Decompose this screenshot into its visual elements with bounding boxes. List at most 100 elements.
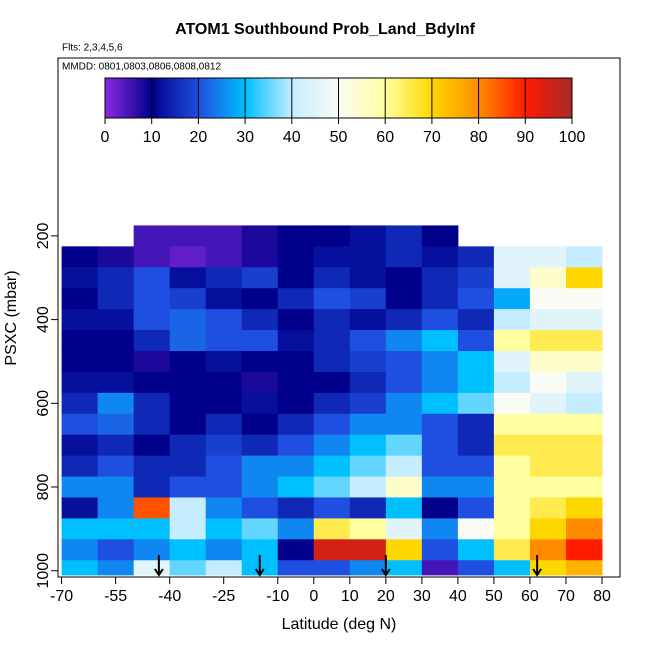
heat-cell <box>169 371 207 394</box>
heat-cell <box>313 288 351 310</box>
heat-cell <box>385 371 423 394</box>
heat-cell <box>169 267 207 289</box>
heat-cell <box>313 476 351 498</box>
heat-cell <box>241 288 279 310</box>
heat-cell <box>241 413 279 436</box>
heat-cell <box>133 246 171 268</box>
colorbar-tick-label: 90 <box>516 129 534 146</box>
heat-cell <box>385 309 423 331</box>
heat-cell <box>421 434 459 457</box>
heat-cell <box>241 330 279 352</box>
y-tick-label: 1000 <box>35 553 52 589</box>
heat-cell <box>241 350 279 373</box>
heat-cell <box>529 267 567 289</box>
heat-cell <box>97 392 135 415</box>
heat-cell <box>385 476 423 498</box>
heat-cell <box>421 455 459 478</box>
heat-cell <box>277 413 315 436</box>
heat-cell <box>205 413 243 436</box>
heat-cell <box>277 539 315 561</box>
heat-cell <box>313 392 351 415</box>
colorbar-tick-label: 0 <box>101 129 110 146</box>
colorbar-segment <box>385 78 433 118</box>
heat-cell <box>385 497 423 519</box>
heat-cell <box>205 476 243 498</box>
heat-cell <box>313 455 351 478</box>
heat-cell <box>457 267 495 289</box>
heat-cell <box>133 267 171 289</box>
heat-cell <box>61 497 99 519</box>
heat-cell <box>61 392 99 415</box>
heat-cell <box>493 371 531 394</box>
colorbar-tick-label: 20 <box>190 129 208 146</box>
heat-cell <box>349 246 387 268</box>
colorbar-tick-label: 100 <box>559 129 586 146</box>
heat-cell <box>133 225 171 247</box>
heat-cell <box>133 413 171 436</box>
heat-cell <box>169 288 207 310</box>
heat-cell <box>241 455 279 478</box>
heat-cell <box>565 413 603 436</box>
heat-cell <box>349 267 387 289</box>
heat-cell <box>97 497 135 519</box>
heat-cell <box>169 246 207 268</box>
heat-cell <box>457 476 495 498</box>
heat-cell <box>565 350 603 373</box>
heat-cell <box>493 246 531 268</box>
heat-cell <box>205 288 243 310</box>
heat-cell <box>133 455 171 478</box>
heat-cell <box>421 392 459 415</box>
heat-cell <box>133 309 171 331</box>
colorbar-tick-label: 40 <box>283 129 301 146</box>
heat-cell <box>565 434 603 457</box>
heat-cell <box>277 330 315 352</box>
heat-cell <box>565 267 603 289</box>
heat-cell <box>421 497 459 519</box>
heat-cell <box>493 539 531 561</box>
heat-cell <box>241 497 279 519</box>
chart-title: ATOM1 Southbound Prob_Land_BdyInf <box>175 21 476 38</box>
heat-cell <box>169 476 207 498</box>
colorbar-segment <box>338 78 386 118</box>
heat-cell <box>457 350 495 373</box>
heat-cell <box>205 539 243 561</box>
arrow-marker <box>381 555 391 577</box>
heat-cell <box>349 518 387 540</box>
heat-cell <box>61 476 99 498</box>
heat-cell <box>61 413 99 436</box>
heat-cell <box>97 246 135 268</box>
x-tick-label: -55 <box>104 588 127 605</box>
heat-cell <box>349 288 387 310</box>
heat-cell <box>457 413 495 436</box>
heat-cell <box>457 497 495 519</box>
plot-frame <box>57 57 621 578</box>
heat-cell <box>277 371 315 394</box>
heat-cell <box>169 434 207 457</box>
heat-cell <box>385 455 423 478</box>
colorbar-tick-label: 70 <box>423 129 441 146</box>
heat-cell <box>61 455 99 478</box>
heat-cell <box>493 330 531 352</box>
colorbar-segment <box>525 78 573 118</box>
heat-cell <box>529 350 567 373</box>
heat-cell <box>313 371 351 394</box>
heat-cell <box>421 476 459 498</box>
heat-cell <box>133 434 171 457</box>
heat-cell <box>457 288 495 310</box>
heat-cell <box>529 476 567 498</box>
heat-cell <box>565 497 603 519</box>
heat-cell <box>205 434 243 457</box>
heat-cell <box>241 476 279 498</box>
heat-cell <box>385 413 423 436</box>
x-tick-label: 30 <box>413 588 431 605</box>
heat-cell <box>565 560 603 576</box>
heat-cell <box>277 455 315 478</box>
subtitle: Flts: 2,3,4,5,6 <box>62 43 123 54</box>
heat-cell <box>493 560 531 576</box>
heat-cell <box>385 518 423 540</box>
x-tick-label: 70 <box>557 588 575 605</box>
heat-cell <box>421 539 459 561</box>
heat-cell <box>385 246 423 268</box>
heat-cell <box>169 413 207 436</box>
heat-cell <box>565 392 603 415</box>
